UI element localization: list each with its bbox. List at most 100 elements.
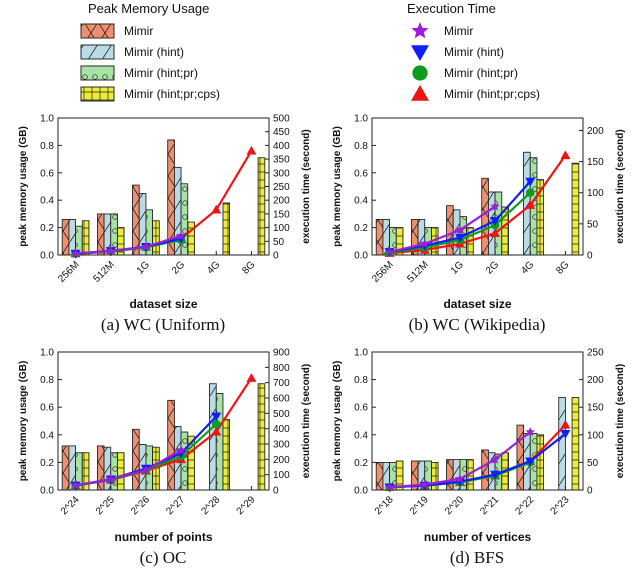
x-axis-label: number of points: [115, 530, 213, 544]
memory-bar-pattern: [222, 419, 230, 491]
y2-tick-label: 0: [587, 486, 593, 497]
time-marker-star: [490, 454, 500, 464]
time-marker-star: [384, 482, 395, 492]
time-marker-triangle-up: [560, 150, 571, 160]
plot-frame: [57, 117, 270, 256]
legend-time-label-3: Mimir (hint;pr;cps): [444, 87, 540, 101]
time-marker-star: [141, 465, 151, 475]
time-marker-circle: [526, 188, 535, 197]
y2-tick-label: 150: [587, 403, 604, 414]
legend-marker-circle: [412, 65, 428, 81]
y-tick-label: 0.0: [354, 251, 368, 262]
x-tick-label: 512M: [405, 259, 430, 284]
x-tick-label: 2^23: [549, 494, 572, 517]
time-lines: [384, 419, 571, 493]
memory-bar-pattern: [61, 445, 70, 491]
legend-swatch-pattern-0: [80, 23, 115, 39]
time-marker-triangle-up: [246, 373, 257, 382]
y2-tick-label: 50: [273, 237, 285, 248]
y2-tick-label: 350: [273, 155, 290, 166]
y-tick-label: 0.6: [354, 403, 368, 414]
legend-marker-star: [411, 22, 429, 39]
memory-bars: [61, 139, 266, 256]
chart-wc-wikipedia: 0.0 0.2 0.4 0.6 0.8 1.0 0 50 100 150 200 256M 512M 1G…: [332, 114, 626, 335]
memory-bar-pattern: [215, 393, 224, 491]
legend-memory-title: Peak Memory Usage: [88, 1, 209, 16]
time-marker-triangle-up: [211, 204, 222, 214]
y-tick-label: 1.0: [354, 114, 368, 125]
panel-caption: (c) OC: [140, 548, 187, 567]
memory-bar-pattern: [257, 157, 266, 256]
x-tick-label: 2^19: [408, 494, 431, 517]
time-marker-triangle-down: [490, 470, 501, 480]
panel-caption: (d) BFS: [450, 548, 504, 567]
y2-tick-label: 250: [587, 348, 604, 359]
y-tick-label: 0.4: [354, 430, 368, 441]
y2-tick-label: 400: [273, 424, 290, 435]
chart-oc: 0.0 0.2 0.4 0.6 0.8 1.0 0 100 200 300 400 500 600 700…: [18, 348, 312, 568]
time-marker-star: [384, 246, 395, 256]
memory-bar-pattern: [516, 424, 524, 491]
memory-bar-pattern: [222, 202, 230, 256]
y2-tick-label: 200: [273, 196, 290, 207]
memory-bar-pattern: [167, 399, 175, 491]
memory-bar-pattern: [536, 434, 544, 491]
memory-bar-pattern: [446, 205, 454, 256]
y2-axis-label: execution time (second): [615, 364, 626, 478]
y2-tick-label: 200: [273, 455, 290, 466]
x-tick-label: 2^26: [129, 494, 152, 517]
legend-memory-label-0: Mimir: [124, 24, 153, 38]
memory-bar-pattern: [117, 452, 125, 491]
time-marker-star: [455, 473, 465, 484]
x-tick-label: 2G: [484, 259, 501, 276]
x-tick-label: 2^29: [235, 494, 258, 517]
time-lines: [384, 150, 571, 257]
time-line-0: [389, 205, 496, 253]
time-line-0: [75, 234, 182, 255]
x-tick-label: 512M: [91, 259, 116, 284]
y2-tick-label: 200: [587, 126, 604, 137]
y2-tick-label: 450: [273, 127, 290, 138]
time-lines: [70, 145, 257, 259]
y2-tick-label: 100: [273, 223, 290, 234]
y2-tick-label: 0: [273, 486, 279, 497]
time-marker-star: [141, 241, 151, 251]
legend-time-label-2: Mimir (hint;pr): [444, 66, 518, 80]
y-tick-label: 0.2: [354, 223, 368, 234]
y-tick-label: 0.2: [40, 458, 54, 469]
time-marker-star: [70, 480, 81, 490]
y2-tick-label: 100: [273, 470, 290, 481]
time-marker-triangle-down: [211, 412, 222, 422]
legend-swatch-pattern-1: [80, 44, 115, 60]
legend-swatch-pattern-3: [80, 86, 115, 102]
memory-bar-pattern: [481, 449, 489, 491]
x-tick-label: 1G: [449, 259, 466, 276]
y2-tick-label: 500: [273, 114, 290, 125]
y-tick-label: 0.2: [40, 223, 54, 234]
y-tick-label: 0.6: [40, 168, 54, 179]
y2-tick-label: 250: [273, 182, 290, 193]
x-tick-label: 4G: [519, 259, 536, 276]
y2-axis-label: execution time (second): [615, 129, 626, 243]
legend-memory-label-2: Mimir (hint;pr): [124, 66, 198, 80]
memory-bars: [61, 383, 266, 491]
chart-panels: 0.0 0.2 0.4 0.6 0.8 1.0 0 50 100 150 200 250 300 350 4…: [18, 114, 626, 568]
time-marker-triangle-up: [525, 200, 536, 209]
panel-caption: (a) WC (Uniform): [101, 315, 225, 334]
y2-tick-label: 100: [587, 188, 604, 199]
chart-bfs: 0.0 0.2 0.4 0.6 0.8 1.0 0 50 100 150 200 250 2^18 2^1…: [332, 348, 626, 568]
y-tick-label: 0.2: [354, 458, 368, 469]
memory-bar-pattern: [110, 452, 118, 491]
x-tick-label: 2^20: [443, 494, 466, 517]
legend-time-label-1: Mimir (hint): [444, 45, 504, 59]
memory-bar-pattern: [481, 177, 489, 256]
x-tick-label: 2^24: [59, 494, 82, 517]
y2-tick-label: 0: [587, 251, 593, 262]
y2-tick-label: 400: [273, 141, 290, 152]
legend: Peak Memory Usage Execution Time MimirMi…: [80, 1, 540, 102]
time-marker-triangle-down: [490, 217, 501, 226]
time-marker-star: [419, 479, 430, 489]
memory-bar-pattern: [257, 383, 266, 491]
y-tick-label: 0.6: [354, 168, 368, 179]
y2-tick-label: 600: [273, 394, 290, 405]
